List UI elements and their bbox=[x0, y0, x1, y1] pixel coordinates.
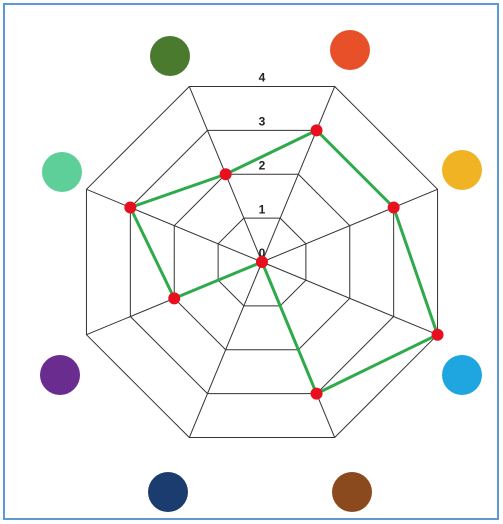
icon bbox=[442, 355, 482, 395]
spoke bbox=[261, 86, 336, 263]
icon bbox=[150, 36, 190, 76]
r-tick-label: 1 bbox=[259, 202, 266, 216]
point bbox=[310, 124, 323, 137]
icon bbox=[442, 150, 482, 190]
icon bbox=[332, 472, 372, 512]
point bbox=[256, 256, 268, 268]
icon bbox=[148, 472, 188, 512]
point bbox=[310, 387, 323, 400]
spoke bbox=[261, 188, 438, 263]
r-tick-label: 0 bbox=[259, 246, 266, 260]
icon bbox=[330, 30, 370, 70]
point bbox=[124, 201, 137, 214]
spoke bbox=[261, 261, 438, 336]
point bbox=[168, 292, 181, 305]
spoke bbox=[188, 261, 263, 438]
r-tick-label: 3 bbox=[259, 115, 266, 129]
category-icons bbox=[40, 30, 482, 512]
icon bbox=[42, 152, 82, 192]
frame bbox=[3, 3, 499, 520]
r-tick-label: 4 bbox=[259, 71, 266, 85]
point bbox=[431, 328, 444, 341]
point bbox=[219, 168, 232, 181]
icon bbox=[40, 355, 80, 395]
spoke bbox=[86, 188, 263, 263]
r-tick-label: 2 bbox=[259, 158, 266, 172]
point bbox=[387, 201, 400, 214]
